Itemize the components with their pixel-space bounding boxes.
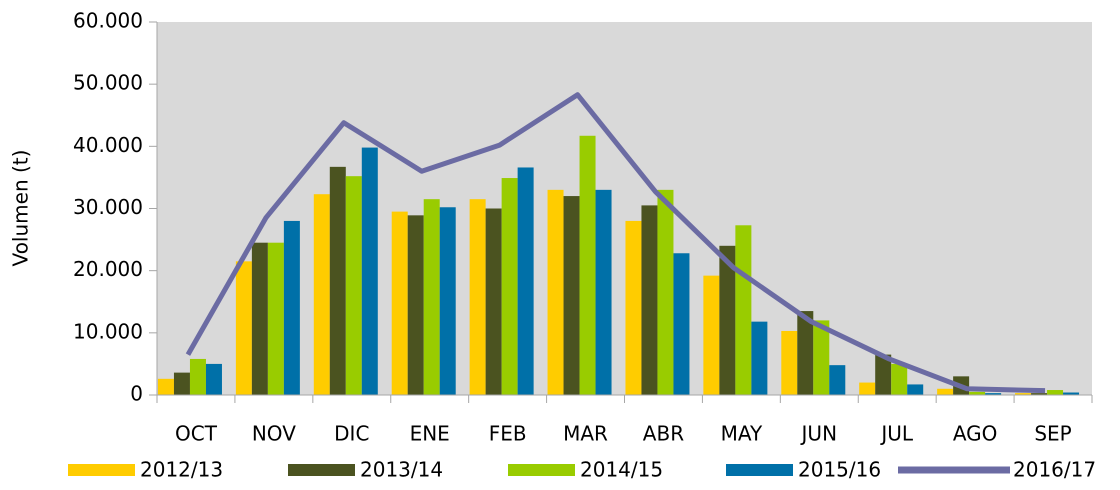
bar (173, 372, 190, 395)
y-tick-label: 40.000 (73, 133, 143, 157)
x-tick-label: AGO (953, 422, 998, 446)
x-tick-label: MAY (721, 422, 763, 446)
legend-swatch (508, 464, 575, 476)
bar (313, 194, 330, 395)
bar (157, 378, 174, 395)
bar (703, 275, 720, 395)
x-tick-label: NOV (252, 422, 296, 446)
x-tick-label: OCT (175, 422, 218, 446)
x-tick-label: ENE (410, 422, 450, 446)
bar (251, 242, 268, 395)
legend-label: 2015/16 (798, 458, 881, 482)
bar (641, 205, 658, 395)
legend-label: 2016/17 (1013, 458, 1096, 482)
bar (1015, 393, 1032, 395)
y-tick-label: 30.000 (73, 195, 143, 219)
x-tick-label: JUL (879, 422, 914, 446)
bar (283, 220, 300, 395)
bar (985, 393, 1002, 395)
legend-label: 2012/13 (140, 458, 223, 482)
bar (1047, 390, 1064, 395)
bar (189, 358, 206, 395)
bar (485, 208, 502, 395)
y-tick-label: 10.000 (73, 319, 143, 343)
bar (657, 189, 674, 395)
bar (407, 215, 424, 395)
bar (391, 211, 408, 395)
x-tick-label: DIC (334, 422, 369, 446)
legend-label: 2013/14 (360, 458, 443, 482)
bar (751, 321, 768, 395)
bar (875, 354, 892, 395)
bar (969, 391, 986, 395)
bar (813, 320, 830, 395)
y-tick-label: 20.000 (73, 257, 143, 281)
bar (469, 199, 486, 395)
y-tick-label: 0 (130, 382, 143, 406)
bar (673, 253, 690, 395)
bar (205, 363, 222, 395)
bar (1031, 393, 1048, 395)
bar (329, 166, 346, 395)
bar (907, 384, 924, 395)
y-tick-label: 50.000 (73, 71, 143, 95)
bar (625, 220, 642, 395)
bar (439, 207, 456, 395)
bar (937, 388, 954, 395)
bar (361, 147, 378, 395)
legend-label: 2014/15 (580, 458, 663, 482)
x-tick-label: JUN (800, 422, 838, 446)
legend-swatch (288, 464, 355, 476)
bar (423, 199, 440, 395)
legend-swatch (68, 464, 135, 476)
x-tick-label: ABR (643, 422, 684, 446)
bar (235, 261, 252, 395)
x-tick-label: FEB (489, 422, 527, 446)
bar (735, 225, 752, 395)
x-tick-label: SEP (1034, 422, 1071, 446)
bar (547, 189, 564, 395)
y-axis-label: Volumen (t) (9, 150, 33, 267)
line-series (185, 92, 1046, 394)
bar (579, 135, 596, 395)
bar (1063, 392, 1080, 395)
plot-area (157, 22, 1092, 395)
bar (595, 189, 612, 395)
legend-swatch (726, 464, 793, 476)
bar (719, 245, 736, 395)
bar (829, 365, 846, 395)
y-tick-label: 60.000 (73, 9, 143, 33)
bar (501, 178, 518, 395)
bar (891, 363, 908, 395)
bar (781, 330, 798, 395)
bar (517, 167, 534, 395)
x-tick-label: MAR (563, 422, 608, 446)
bar (563, 196, 580, 395)
bar (345, 176, 362, 395)
bar (267, 242, 284, 395)
bar (797, 311, 814, 395)
bar (859, 382, 876, 395)
